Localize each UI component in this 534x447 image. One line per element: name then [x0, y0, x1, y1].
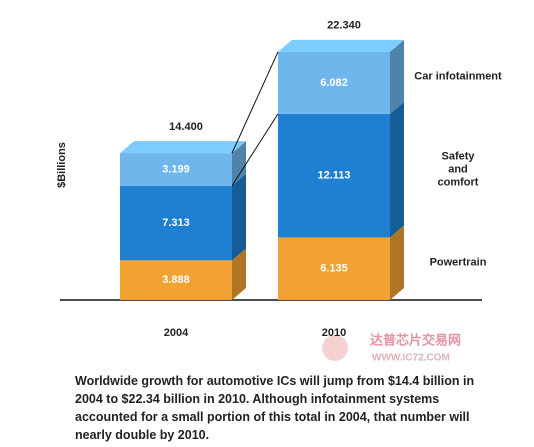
legend-label: Car infotainment [414, 70, 502, 83]
bar-side [232, 173, 246, 261]
bar [278, 113, 390, 238]
data-label: 3.888 [162, 274, 190, 286]
bar-side [390, 225, 404, 300]
data-label: 6.082 [320, 77, 348, 89]
bar [120, 185, 232, 261]
y-axis-label: $Billions [56, 142, 68, 188]
bar-top [278, 39, 404, 52]
bar-top [120, 141, 246, 154]
data-label: 7.313 [162, 217, 190, 229]
legend-label: Powertrain [429, 256, 487, 269]
total-label: 22.340 [327, 20, 361, 32]
bar-side [390, 101, 404, 238]
data-label: 12.113 [317, 170, 350, 182]
connector [231, 113, 279, 187]
connector [231, 51, 279, 154]
data-label: 3.199 [162, 163, 190, 175]
legend-label: Safety and comfort [437, 150, 479, 189]
bar-side [232, 141, 246, 186]
watermark: 达普芯片交易网 [370, 332, 461, 347]
bar [120, 153, 232, 186]
data-label: 6.135 [320, 263, 348, 275]
bar [278, 237, 390, 300]
x-tick-label: 2004 [164, 327, 189, 339]
x-tick-label: 2010 [322, 327, 346, 339]
watermark-logo [322, 335, 348, 361]
caption: Worldwide growth for automotive ICs will… [75, 374, 475, 442]
bar-side [232, 248, 246, 300]
bar [278, 51, 390, 114]
watermark-url: WWW.IC72.COM [372, 353, 450, 364]
bar [120, 260, 232, 300]
bar-side [390, 39, 404, 114]
total-label: 14.400 [169, 121, 203, 133]
